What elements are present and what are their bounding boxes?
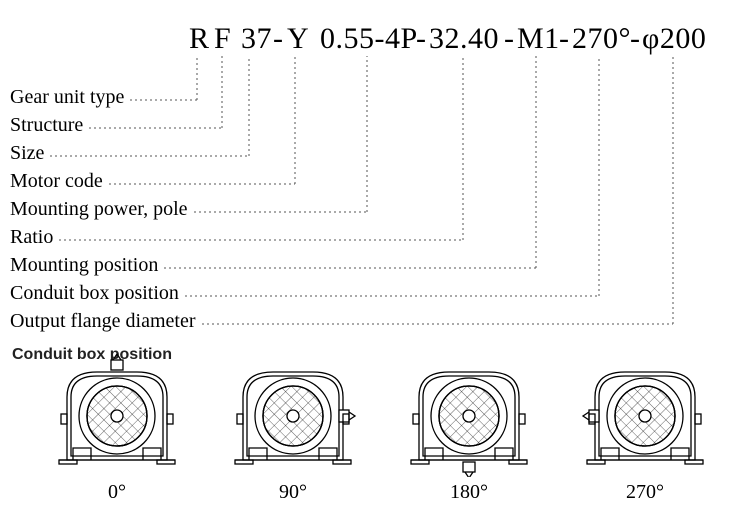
spec-label: Gear unit type (10, 86, 124, 109)
motor-angle-label: 90° (218, 481, 368, 504)
motor-diagram: 0° (42, 352, 192, 512)
motor-diagram: 270° (570, 352, 720, 512)
code-seg: Y (287, 22, 309, 56)
code-seg: M1 (517, 22, 560, 56)
code-seg: 270° (572, 22, 631, 56)
spec-label: Structure (10, 114, 83, 137)
code-seg: F (214, 22, 231, 56)
code-seg: - (273, 22, 284, 56)
code-seg: 32.40 (429, 22, 499, 56)
code-seg: - (504, 22, 515, 56)
code-seg: φ200 (642, 22, 706, 56)
spec-label: Ratio (10, 226, 53, 249)
conduit-box-diagrams: 0° 90° (0, 352, 750, 532)
code-seg: R (189, 22, 210, 56)
spec-label: Output flange diameter (10, 310, 196, 333)
motor-diagram: 90° (218, 352, 368, 512)
spec-label: Mounting power, pole (10, 198, 188, 221)
code-seg: 0.55-4P (320, 22, 418, 56)
motor-diagram: 180° (394, 352, 544, 512)
code-seg: - (416, 22, 427, 56)
motor-angle-label: 180° (394, 481, 544, 504)
spec-label: Mounting position (10, 254, 158, 277)
code-seg: - (630, 22, 641, 56)
code-seg: - (559, 22, 570, 56)
spec-label: Motor code (10, 170, 103, 193)
motor-angle-label: 270° (570, 481, 720, 504)
spec-label: Size (10, 142, 44, 165)
motor-angle-label: 0° (42, 481, 192, 504)
code-seg: 37 (241, 22, 272, 56)
spec-label: Conduit box position (10, 282, 179, 305)
